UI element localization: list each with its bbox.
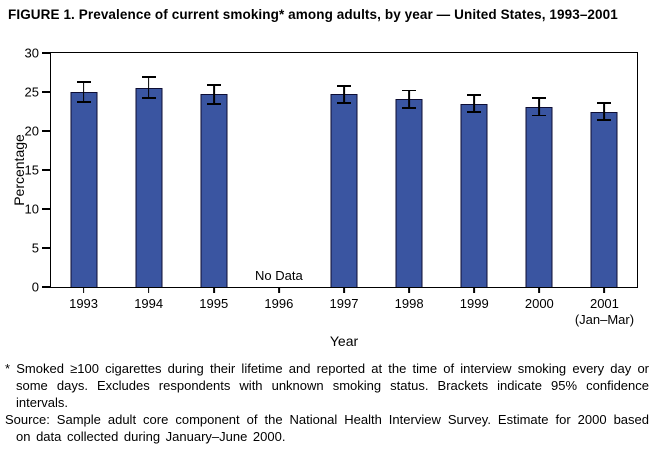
y-axis-tick	[42, 91, 50, 93]
x-tick-label: 1995	[199, 296, 229, 311]
y-axis-tick	[42, 247, 50, 250]
error-bar-1993	[82, 81, 85, 103]
bar-1993	[70, 92, 98, 287]
error-bar-2001	[603, 102, 606, 121]
x-tick-label: 1998	[394, 296, 424, 311]
y-axis-tick	[42, 130, 50, 133]
x-tick-label: 2000	[524, 296, 554, 311]
y-tick-label: 15	[24, 162, 39, 178]
error-bar-cap	[206, 102, 221, 105]
error-bar-cap	[206, 84, 221, 86]
error-bar-2000	[538, 98, 541, 116]
y-tick-label: 0	[31, 279, 39, 295]
error-bar-cap	[402, 89, 417, 92]
error-bar-cap	[597, 119, 612, 122]
error-bar-1997	[343, 85, 345, 103]
x-tick-label: 1996	[264, 296, 294, 311]
x-axis-tick	[538, 287, 541, 293]
y-axis-tick	[42, 208, 50, 211]
x-axis-tick	[603, 287, 606, 293]
x-axis-tick	[147, 287, 150, 293]
x-axis-tick	[343, 287, 345, 293]
error-bar-cap	[532, 114, 547, 117]
x-tick-label: 1993	[69, 296, 99, 311]
plot-area: Percentage Year 0 5 10 15 20 25 30 1993 1994 1995…	[11, 47, 638, 349]
y-tick-label: 20	[24, 123, 39, 139]
error-bar-cap	[467, 111, 482, 114]
y-tick-label: 10	[24, 201, 39, 217]
error-bar-cap	[76, 81, 91, 83]
y-axis-tick	[42, 169, 50, 171]
error-bar-cap	[337, 102, 351, 104]
footnotes: * Smoked ≥100 cigarettes during their li…	[5, 360, 649, 445]
error-bar-1998	[408, 90, 411, 108]
footnote-source: Source: Sample adult core component of t…	[5, 412, 649, 444]
error-bar-1999	[473, 95, 476, 113]
x-axis-tick	[408, 287, 411, 293]
bar-1997	[330, 94, 358, 287]
bar-1994	[135, 88, 163, 287]
figure-title: FIGURE 1. Prevalence of current smoking*…	[8, 7, 618, 22]
error-bar-cap	[532, 97, 547, 100]
x-tick-label: 2001 (Jan–Mar)	[574, 296, 635, 327]
bar-2000	[525, 106, 553, 287]
x-tick-label: 1999	[459, 296, 489, 311]
error-bar-cap	[76, 101, 91, 104]
y-axis-tick	[42, 52, 50, 54]
error-bar-cap	[467, 94, 482, 97]
x-axis-tick	[212, 287, 215, 293]
y-tick-label: 30	[24, 45, 39, 61]
no-data-label: No Data	[255, 268, 303, 283]
y-tick-label: 5	[31, 240, 39, 256]
y-tick-label: 25	[24, 84, 39, 100]
bar-1995	[200, 94, 228, 287]
x-axis-tick	[277, 287, 280, 293]
footnote-asterisk: * Smoked ≥100 cigarettes during their li…	[5, 361, 649, 410]
bar-1998	[395, 99, 423, 287]
x-tick-label: 1994	[134, 296, 164, 311]
bar-1999	[460, 103, 488, 287]
error-bar-1994	[147, 77, 150, 99]
x-axis-tick	[82, 287, 85, 293]
x-tick-label: 1997	[329, 296, 359, 311]
x-axis-tick	[473, 287, 476, 293]
error-bar-cap	[337, 84, 351, 87]
error-bar-cap	[402, 106, 417, 109]
error-bar-cap	[141, 97, 156, 100]
x-tick-sublabel: (Jan–Mar)	[574, 312, 635, 327]
y-axis-tick	[42, 286, 50, 288]
error-bar-cap	[597, 102, 612, 104]
error-bar-cap	[141, 76, 156, 79]
error-bar-1995	[212, 84, 215, 104]
x-axis-title: Year	[329, 333, 359, 349]
bar-2001	[590, 111, 618, 287]
